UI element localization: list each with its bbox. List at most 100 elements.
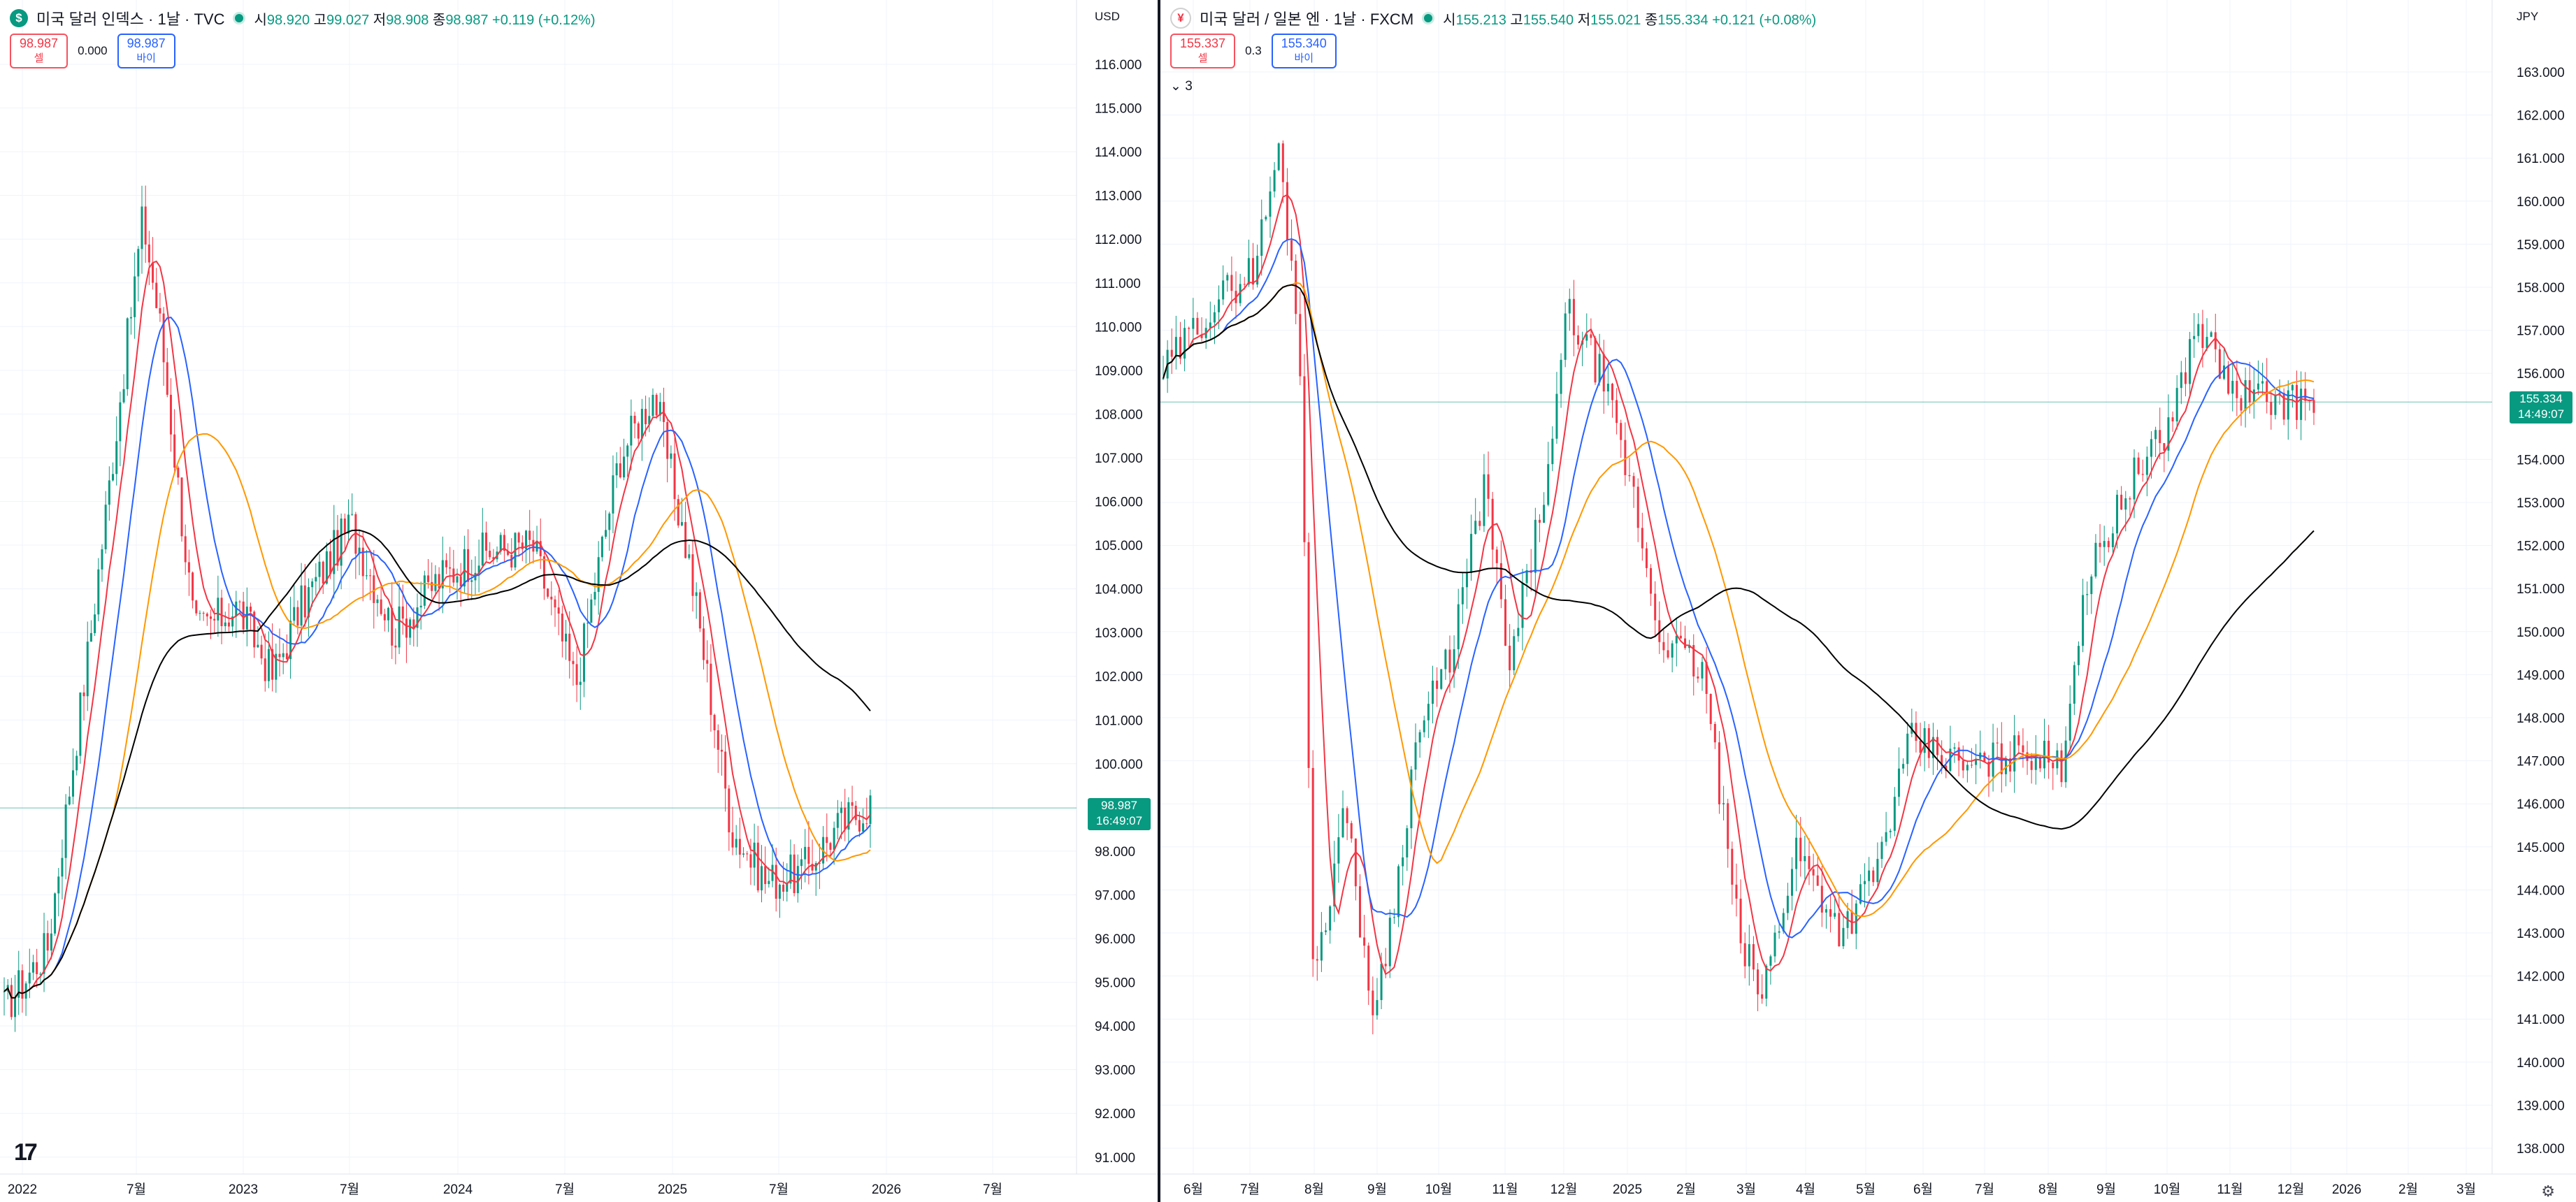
candle-body: [14, 997, 17, 1018]
candle-body: [2137, 457, 2140, 475]
symbol-title[interactable]: 미국 달러 / 일본 엔 · 1날 · FXCM: [1200, 10, 1414, 28]
candle-body: [2163, 443, 2166, 451]
candle-body: [1829, 908, 1832, 917]
candle-body: [593, 591, 596, 600]
candle-body: [456, 576, 459, 583]
candle-body: [1799, 837, 1802, 862]
candle-body: [1748, 944, 1750, 966]
candle-body: [141, 206, 143, 249]
currency-selector[interactable]: USD: [1095, 10, 1120, 23]
candle-body: [325, 551, 328, 584]
candle-body: [2287, 390, 2289, 420]
candle-body: [1491, 498, 1494, 550]
price-tick-label: 91.000: [1095, 1151, 1135, 1166]
candle-body: [854, 805, 857, 820]
price-tick-label: 108.000: [1095, 407, 1143, 422]
candle-body: [354, 514, 357, 554]
candle-body: [311, 581, 314, 588]
candle-body: [1179, 337, 1181, 359]
candle-body: [565, 633, 568, 642]
spread-value: 0.3: [1245, 44, 1262, 57]
candle-body: [1624, 440, 1627, 475]
date-tick-label: 7월: [983, 1182, 1002, 1197]
candle-body: [1636, 486, 1639, 528]
sell-button[interactable]: 98.987 셀: [10, 34, 69, 68]
candle-body: [1641, 528, 1643, 549]
candle-body: [1251, 258, 1254, 285]
date-tick-label: 7월: [127, 1182, 146, 1197]
candle-body: [419, 605, 422, 608]
candle-body: [50, 933, 52, 951]
dollar-icon: $: [10, 9, 28, 27]
candle-body: [1316, 959, 1318, 961]
candle-body: [358, 547, 361, 554]
price-tick-label: 105.000: [1095, 539, 1143, 553]
trade-buttons: 155.337 셀 0.3 155.340 바이: [1170, 34, 1337, 68]
candle-body: [731, 832, 734, 848]
date-tick-label: 6월: [1183, 1182, 1203, 1197]
candle-body: [369, 575, 372, 577]
candle-body: [1402, 857, 1404, 867]
candle-body: [738, 839, 741, 855]
candle-body: [749, 854, 752, 868]
candle-body: [1174, 337, 1177, 357]
candle-body: [753, 842, 756, 868]
candle-body: [1478, 521, 1481, 526]
candle-body: [1769, 956, 1772, 966]
candle-body: [608, 513, 611, 530]
symbol-title[interactable]: 미국 달러 인덱스 · 1날 · TVC: [36, 10, 225, 28]
candle-body: [1941, 755, 1943, 766]
price-tick-label: 114.000: [1095, 145, 1142, 160]
candle-body: [155, 282, 158, 308]
price-tick-label: 153.000: [2517, 496, 2565, 511]
candle-body: [1388, 918, 1391, 966]
candle-body: [619, 463, 621, 478]
candle-body: [394, 645, 397, 648]
chevron-down-icon: ⌄: [1170, 79, 1181, 94]
candle-body: [242, 601, 245, 630]
ohlc-values: 시155.213 고155.540 저155.021 종155.334 +0.1…: [1443, 12, 1817, 28]
candle-body: [97, 569, 100, 615]
price-tick-label: 107.000: [1095, 451, 1143, 466]
candle-body: [2154, 430, 2157, 440]
pane-divider[interactable]: [1158, 0, 1160, 1202]
candle-body: [31, 962, 34, 973]
price-tick-label: 145.000: [2517, 841, 2565, 855]
candle-body: [391, 607, 394, 646]
candle-body: [195, 600, 198, 614]
dxy-chart-pane[interactable]: 116.000 115.000 114.000 113.000 112.000 111.0…: [0, 0, 1158, 1202]
tradingview-logo[interactable]: 17: [14, 1139, 38, 1166]
candle-body: [24, 983, 27, 999]
candle-body: [695, 592, 698, 596]
candle-body: [1226, 275, 1229, 281]
indicator-toggle[interactable]: ⌄ 3: [1170, 78, 1193, 94]
usdjpy-chart-pane[interactable]: 163.000 162.000 161.000 160.000 159.000 158.0…: [1160, 0, 2576, 1202]
usdjpy-chart-canvas[interactable]: 163.000 162.000 161.000 160.000 159.000 158.0…: [1160, 0, 2576, 1202]
candle-body: [1273, 170, 1276, 191]
gear-icon[interactable]: ⚙: [2541, 1182, 2555, 1200]
candle-body: [134, 276, 136, 317]
candle-body: [1564, 313, 1567, 360]
candle-body: [376, 599, 379, 603]
buy-button[interactable]: 155.340 바이: [1271, 34, 1337, 68]
candle-body: [1440, 669, 1443, 689]
candle-body: [206, 614, 208, 617]
sell-button[interactable]: 155.337 셀: [1170, 34, 1236, 68]
dxy-chart-canvas[interactable]: 116.000 115.000 114.000 113.000 112.000 111.0…: [0, 0, 1158, 1202]
candle-body: [152, 262, 154, 283]
candle-body: [2184, 372, 2187, 384]
candle-body: [756, 842, 759, 891]
price-tick-label: 156.000: [2517, 367, 2565, 382]
candle-body: [1675, 635, 1678, 644]
candle-body: [300, 585, 303, 626]
candle-body: [2270, 402, 2273, 415]
candle-body: [224, 622, 226, 627]
candle-body: [68, 796, 71, 805]
candle-body: [373, 575, 375, 603]
buy-button[interactable]: 98.987 바이: [117, 34, 175, 68]
candle-body: [1397, 866, 1400, 918]
currency-selector[interactable]: JPY: [2517, 10, 2539, 23]
candle-body: [2257, 383, 2259, 390]
candle-body: [1504, 599, 1507, 646]
candle-body: [2261, 381, 2264, 384]
